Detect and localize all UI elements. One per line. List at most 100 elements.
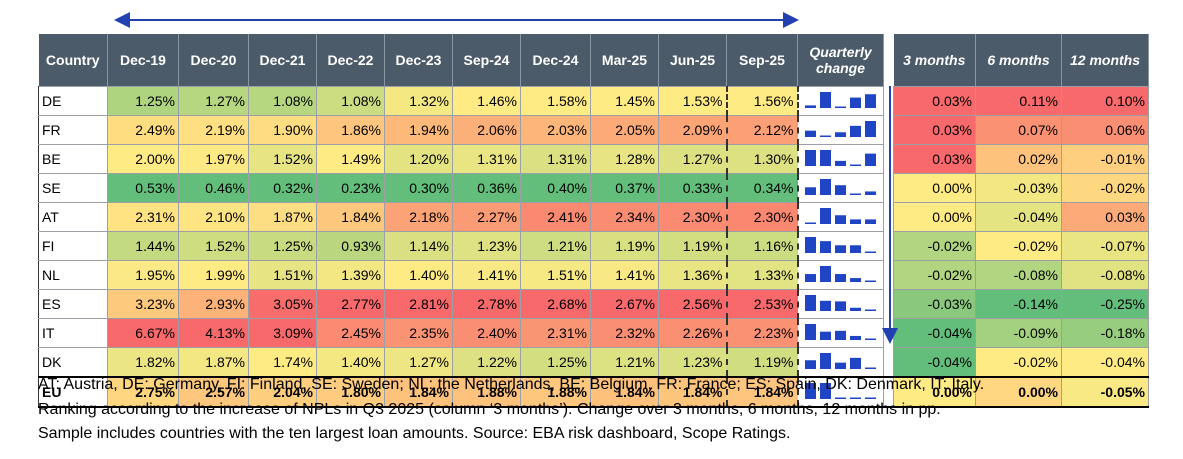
spacer [883, 115, 894, 145]
column-header: Mar-25 [590, 34, 659, 87]
npl-cell: 2.10% [178, 202, 249, 232]
npl-cell: 1.28% [590, 144, 659, 174]
sparkline-bar [849, 125, 861, 137]
npl-cell: 2.56% [658, 289, 728, 319]
sparkline-bar [834, 132, 846, 137]
npl-cell: 1.25% [248, 231, 317, 261]
npl-cell: 1.22% [452, 347, 521, 378]
npl-cell: 1.99% [178, 260, 249, 290]
column-header: Country [38, 34, 108, 87]
sparkline [804, 324, 876, 340]
npl-cell: 1.90% [248, 115, 317, 145]
npl-cell: 1.19% [658, 231, 728, 261]
sparkline-cell [797, 231, 884, 261]
npl-cell: 1.84% [316, 202, 385, 232]
npl-cell: 1.33% [726, 260, 799, 290]
country-cell: AT [38, 202, 108, 232]
npl-cell: 2.18% [384, 202, 453, 232]
sparkline-bar [834, 330, 846, 340]
npl-cell: 0.34% [726, 173, 799, 203]
sparkline-bar [804, 130, 816, 137]
sparkline-bar [864, 153, 876, 166]
column-header: Dec-20 [178, 34, 249, 87]
sparkline-bar [849, 97, 861, 108]
npl-cell: 1.21% [590, 347, 659, 378]
sparkline-bar [849, 357, 861, 369]
npl-cell: 1.21% [520, 231, 591, 261]
column-header: 3 months [893, 34, 976, 87]
table-row: BE 2.00% 1.97% 1.52% 1.49% 1.20% 1.31% 1.31% 1.2… [38, 144, 1149, 174]
npl-cell: 2.04% [248, 376, 317, 408]
change-cell: 0.11% [975, 86, 1062, 116]
npl-cell: 1.53% [658, 86, 728, 116]
change-cell: -0.03% [975, 173, 1062, 203]
sparkline-bar [834, 245, 846, 253]
sparkline-bar [864, 251, 876, 253]
sparkline [804, 353, 876, 369]
sparkline-bar [849, 193, 861, 195]
npl-cell: 2.40% [452, 318, 521, 348]
npl-table: Country Dec-19 Dec-20 Dec-21 Dec-22 Dec-23 Sep… [38, 34, 1149, 408]
sparkline-bar [849, 397, 861, 399]
npl-cell: 1.23% [658, 347, 728, 378]
npl-cell: 2.26% [658, 318, 728, 348]
change-cell: -0.08% [975, 260, 1062, 290]
change-cell: -0.18% [1061, 318, 1149, 348]
sparkline-bar [864, 338, 876, 340]
npl-cell: 0.30% [384, 173, 453, 203]
sparkline-bar [849, 307, 861, 311]
npl-cell: 2.00% [107, 144, 179, 174]
sparkline-bar [834, 274, 846, 282]
country-cell: DE [38, 86, 108, 116]
spacer [883, 289, 894, 319]
change-cell: -0.04% [975, 202, 1062, 232]
sparkline-bar [834, 397, 846, 399]
npl-cell: 6.67% [107, 318, 179, 348]
country-cell: SE [38, 173, 108, 203]
spacer [883, 376, 894, 408]
change-cell: 0.02% [975, 144, 1062, 174]
footnote-line: AT: Austria, DE: Germany, FI: Finland, S… [38, 376, 985, 393]
country-cell: ES [38, 289, 108, 319]
npl-cell: 1.52% [248, 144, 317, 174]
sparkline-bar [819, 208, 831, 224]
sparkline-cell [797, 86, 884, 116]
npl-cell: 1.16% [726, 231, 799, 261]
change-cell: 0.00% [893, 202, 976, 232]
npl-cell: 2.78% [452, 289, 521, 319]
sparkline-bar [864, 397, 876, 399]
sparkline-bar [864, 280, 876, 282]
npl-cell: 1.84% [590, 376, 659, 408]
spacer [883, 86, 894, 116]
sparkline [804, 208, 876, 224]
npl-cell: 1.88% [452, 376, 521, 408]
npl-cell: 1.84% [726, 376, 799, 408]
npl-cell: 1.40% [316, 347, 385, 378]
npl-cell: 2.93% [178, 289, 249, 319]
sparkline-bar [834, 106, 846, 108]
sparkline-bar [864, 309, 876, 311]
npl-cell: 1.30% [726, 144, 799, 174]
sparkline-bar [819, 300, 831, 311]
table-row: AT 2.31% 2.10% 1.87% 1.84% 2.18% 2.27% 2.41% 2.3… [38, 202, 1149, 232]
sparkline-cell [797, 318, 884, 348]
npl-cell: 2.31% [520, 318, 591, 348]
change-cell: -0.14% [975, 289, 1062, 319]
country-cell: NL [38, 260, 108, 290]
change-cell: -0.25% [1061, 289, 1149, 319]
change-cell: -0.02% [975, 231, 1062, 261]
npl-cell: 2.19% [178, 115, 249, 145]
npl-cell: 2.12% [726, 115, 799, 145]
sparkline-bar [804, 237, 816, 253]
sparkline [804, 179, 876, 195]
sparkline-bar [849, 164, 861, 166]
npl-cell: 1.58% [520, 86, 591, 116]
column-header: Dec-22 [316, 34, 385, 87]
sparkline-bar [819, 179, 831, 195]
npl-cell: 1.27% [178, 86, 249, 116]
table-row: IT 6.67% 4.13% 3.09% 2.45% 2.35% 2.40% 2.31% 2.3… [38, 318, 1149, 348]
sparkline [804, 121, 876, 137]
sparkline-bar [819, 353, 831, 369]
npl-cell: 1.51% [520, 260, 591, 290]
table-row: DE 1.25% 1.27% 1.08% 1.08% 1.32% 1.46% 1.58% 1.4… [38, 86, 1149, 116]
